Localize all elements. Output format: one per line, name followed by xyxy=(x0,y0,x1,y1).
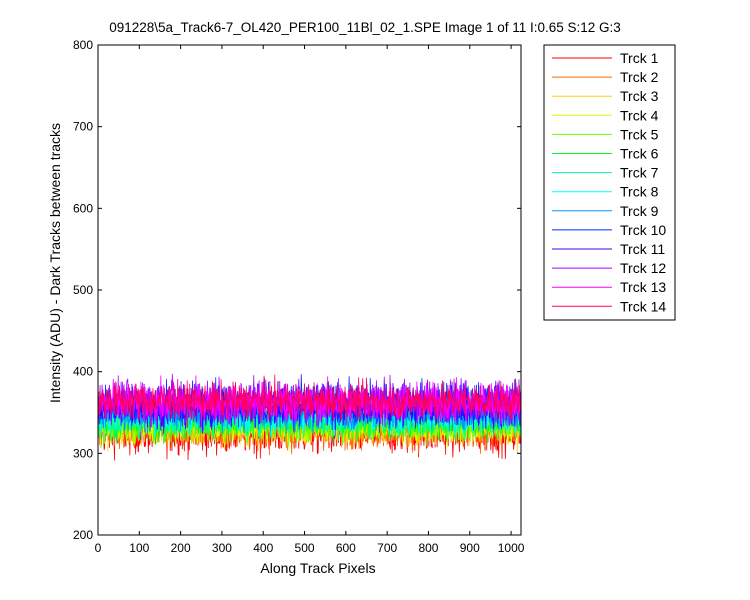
y-tick-label: 500 xyxy=(73,283,93,297)
legend-label: Trck 13 xyxy=(620,279,666,295)
x-tick-label: 700 xyxy=(377,541,397,555)
x-tick-label: 500 xyxy=(295,541,315,555)
legend-label: Trck 10 xyxy=(620,222,666,238)
series-line-trck-14 xyxy=(98,374,521,428)
x-axis-ticks: 0 100 200 300 400 500 600 700 800 900 1000 xyxy=(95,45,525,555)
legend-box xyxy=(543,44,676,321)
plot-background xyxy=(98,45,521,535)
legend-label: Trck 2 xyxy=(620,69,659,85)
y-tick-label: 300 xyxy=(73,446,93,460)
legend-label: Trck 11 xyxy=(620,241,665,257)
plot-area: 0 100 200 300 400 500 600 700 800 900 1000 200 300 4… xyxy=(73,38,525,555)
legend-label: Trck 1 xyxy=(620,50,659,66)
y-axis-label: Intensity (ADU) - Dark Tracks between tr… xyxy=(47,123,63,403)
legend-label: Trck 7 xyxy=(620,165,659,181)
x-tick-label: 200 xyxy=(171,541,191,555)
y-tick-label: 200 xyxy=(73,528,93,542)
series-layer xyxy=(98,373,521,461)
legend-label: Trck 4 xyxy=(620,107,659,123)
x-tick-label: 900 xyxy=(460,541,480,555)
legend-label: Trck 8 xyxy=(620,184,659,200)
legend-label: Trck 12 xyxy=(620,260,666,276)
x-tick-label: 600 xyxy=(336,541,356,555)
legend-label: Trck 9 xyxy=(620,203,659,219)
y-tick-label: 600 xyxy=(73,201,93,215)
y-tick-label: 700 xyxy=(73,120,93,134)
x-tick-label: 1000 xyxy=(498,541,525,555)
x-tick-label: 800 xyxy=(418,541,438,555)
y-tick-label: 800 xyxy=(73,38,93,52)
x-tick-label: 300 xyxy=(212,541,232,555)
legend-label: Trck 5 xyxy=(620,126,659,142)
x-tick-label: 0 xyxy=(95,541,102,555)
legend: Trck 1 Trck 2 Trck 3 Trck 4 Trck 5 Trck 6 Trck… xyxy=(543,44,676,321)
legend-label: Trck 14 xyxy=(620,298,666,314)
x-tick-label: 100 xyxy=(129,541,149,555)
chart-title: 091228\5a_Track6-7_OL420_PER100_11Bl_02_… xyxy=(109,20,621,35)
y-tick-label: 400 xyxy=(73,365,93,379)
x-axis-label: Along Track Pixels xyxy=(260,560,375,576)
x-tick-label: 400 xyxy=(253,541,273,555)
legend-items: Trck 1 Trck 2 Trck 3 Trck 4 Trck 5 Trck 6 Trck… xyxy=(552,50,666,314)
legend-label: Trck 6 xyxy=(620,146,659,162)
y-axis-ticks: 200 300 400 500 600 700 800 xyxy=(73,38,521,542)
legend-label: Trck 3 xyxy=(620,88,659,104)
